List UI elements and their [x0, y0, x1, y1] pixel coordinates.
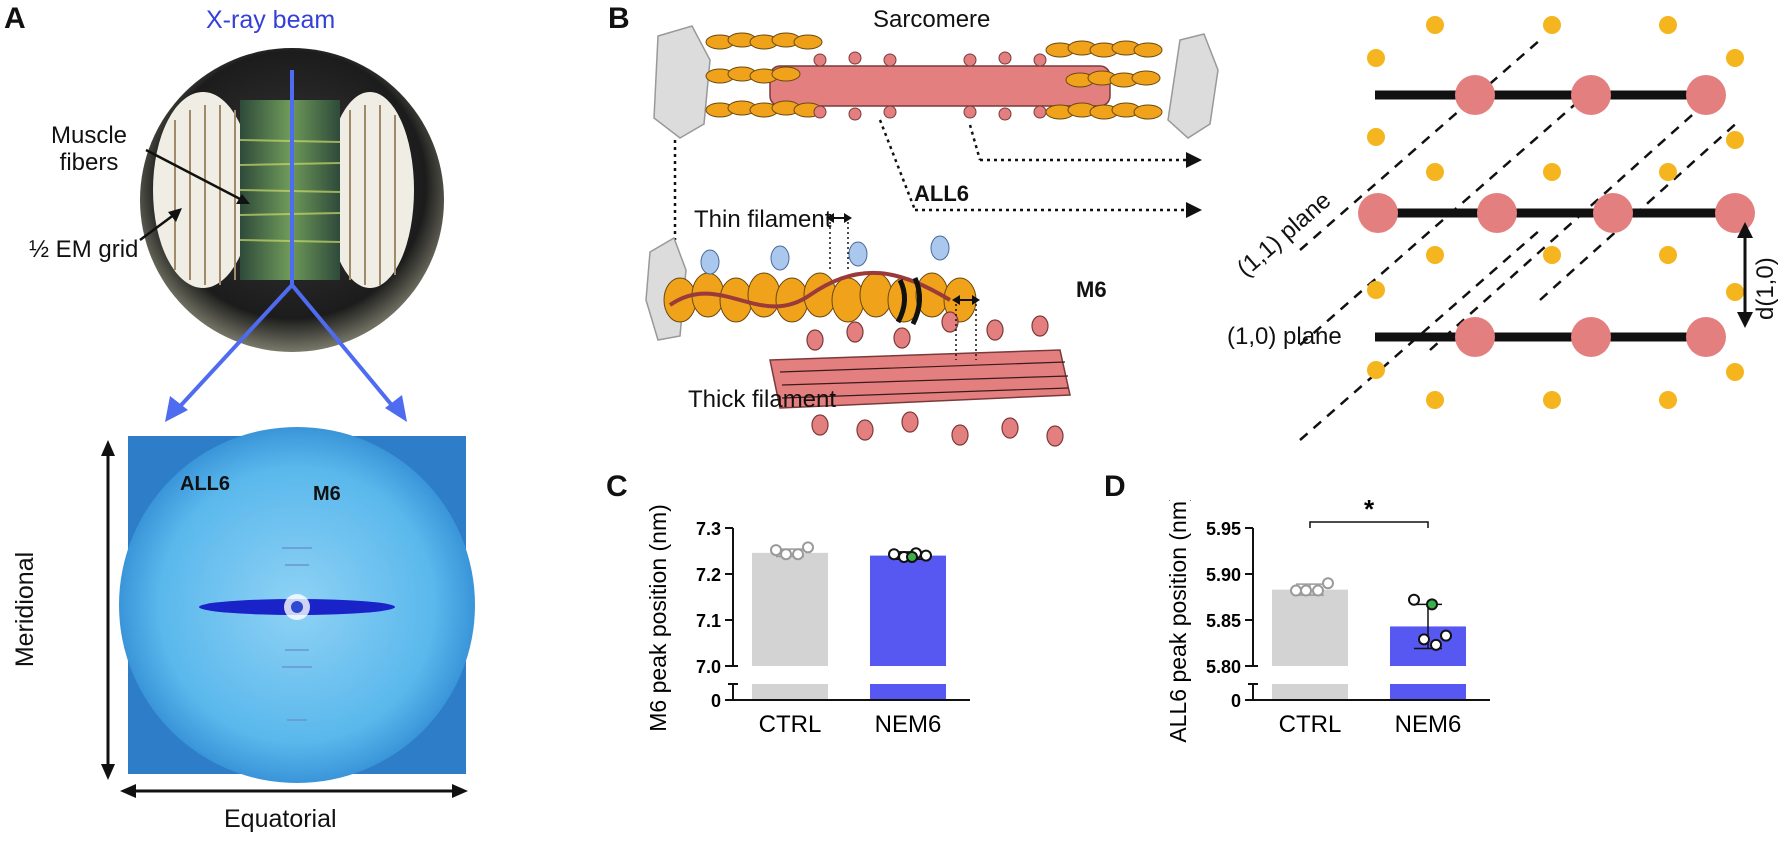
- y-tick-label: 5.80: [1206, 657, 1241, 677]
- thick-filament-label: Thick filament: [688, 386, 837, 413]
- beam-arrowhead-left: [165, 396, 188, 422]
- data-point: [780, 548, 792, 561]
- meridional-label: Meridional: [11, 551, 40, 668]
- m6-spacing-label: M6: [1076, 277, 1107, 302]
- dotted-connectors: [673, 119, 1195, 240]
- panel-d-letter: D: [1104, 470, 1126, 503]
- thin-filament-drawing: [645, 235, 977, 341]
- filament-lattice: [1299, 16, 1755, 441]
- x-tick-label-ctrl: CTRL: [759, 711, 822, 738]
- bar-base-ctrl: [1272, 684, 1348, 700]
- thick-filament-drawing: [769, 311, 1071, 447]
- arrow-to-lattice-2: [1186, 202, 1202, 218]
- bar-ctrl: [752, 552, 828, 666]
- data-point: [888, 548, 900, 561]
- muscle-fibers-line2: fibers: [59, 149, 119, 176]
- highlight-data-point: [1426, 598, 1438, 611]
- y-tick-label-zero: 0: [711, 691, 721, 711]
- y-tick-label: 7.0: [696, 657, 721, 677]
- chart-all6: ALL6 peak position (nm) CTRL NEM6 5.80 5.85 5…: [1165, 500, 1490, 743]
- data-point: [1408, 593, 1420, 606]
- data-point: [1440, 629, 1452, 642]
- xray-beam-arrows: [170, 70, 402, 417]
- data-point: [1322, 577, 1334, 590]
- x-tick-label-nem6: NEM6: [875, 711, 942, 738]
- thick-filament-body: [769, 65, 1111, 107]
- y-tick-label: 5.90: [1206, 565, 1241, 585]
- plane-11-lines: [1299, 39, 1741, 441]
- y-axis-label: M6 peak position (nm): [645, 504, 671, 732]
- diffraction-pattern: [119, 427, 475, 783]
- m6-reflection-label: M6: [313, 483, 341, 505]
- highlight-data-point: [906, 550, 918, 563]
- data-point: [1430, 638, 1442, 651]
- y-tick-label: 5.95: [1206, 519, 1241, 539]
- thin-filament-label: Thin filament: [694, 206, 832, 233]
- em-grid-left: [153, 92, 253, 288]
- d10-label: d(1,0): [1752, 257, 1779, 320]
- data-point: [1290, 584, 1302, 597]
- y-axis-label: ALL6 peak position (nm): [1165, 500, 1191, 743]
- panel-a-figure: [101, 48, 475, 798]
- em-grid-right: [326, 92, 414, 288]
- y-tick-label: 7.3: [696, 519, 721, 539]
- data-point: [770, 544, 782, 557]
- arrow-to-lattice-1: [1186, 152, 1202, 168]
- data-point: [1418, 633, 1430, 646]
- x-tick-label-ctrl: CTRL: [1279, 711, 1342, 738]
- bar-ctrl: [1272, 589, 1348, 666]
- y-tick-label: 5.85: [1206, 611, 1241, 631]
- thick-filament-lattice-points: [1358, 75, 1755, 357]
- bar-base-nem6: [870, 684, 946, 700]
- z-disk-right: [1167, 33, 1219, 139]
- panel-b-letter: B: [608, 2, 630, 35]
- thin-filament-lattice-points: [1367, 16, 1744, 409]
- bar-base-nem6: [1390, 684, 1466, 700]
- y-tick-label: 7.1: [696, 611, 721, 631]
- xray-beam-label: X-ray beam: [206, 6, 336, 34]
- z-disk-left: [653, 25, 711, 139]
- muscle-fibers-line1: Muscle: [50, 122, 128, 149]
- data-point: [920, 549, 932, 562]
- beam-arrowhead-right: [385, 395, 407, 422]
- all6-spacing-label: ALL6: [914, 181, 969, 206]
- data-point: [1312, 584, 1324, 597]
- data-point: [802, 541, 814, 554]
- panel-a-letter: A: [4, 2, 26, 35]
- y-tick-label-zero: 0: [1231, 691, 1241, 711]
- chart-m6: M6 peak position (nm) CTRL NEM6 7.0 7.1 7.2 7.…: [645, 504, 970, 738]
- y-tick-label: 7.2: [696, 565, 721, 585]
- bar-nem6: [870, 555, 946, 666]
- muscle-fibers-label: Muscle fibers: [46, 122, 132, 176]
- muscle-fibers-pointer: [145, 148, 243, 202]
- x-tick-label-nem6: NEM6: [1395, 711, 1462, 738]
- all6-reflection-label: ALL6: [180, 473, 230, 495]
- panel-b-filaments: [645, 25, 1219, 447]
- bar-base-ctrl: [752, 684, 828, 700]
- em-grid-pointer: [139, 212, 176, 242]
- em-grid-label: ½ EM grid: [29, 236, 139, 263]
- plane-10-label: (1,0) plane: [1227, 323, 1342, 350]
- significance-bracket: [1309, 521, 1429, 528]
- plane-10-lines: [1375, 90, 1745, 342]
- data-point: [1300, 584, 1312, 597]
- sarcomere-drawing: [653, 25, 1219, 139]
- equatorial-label: Equatorial: [224, 805, 337, 833]
- significance-star: *: [1364, 500, 1375, 524]
- panel-c-letter: C: [606, 470, 628, 503]
- sarcomere-label: Sarcomere: [873, 6, 991, 33]
- data-point: [792, 548, 804, 561]
